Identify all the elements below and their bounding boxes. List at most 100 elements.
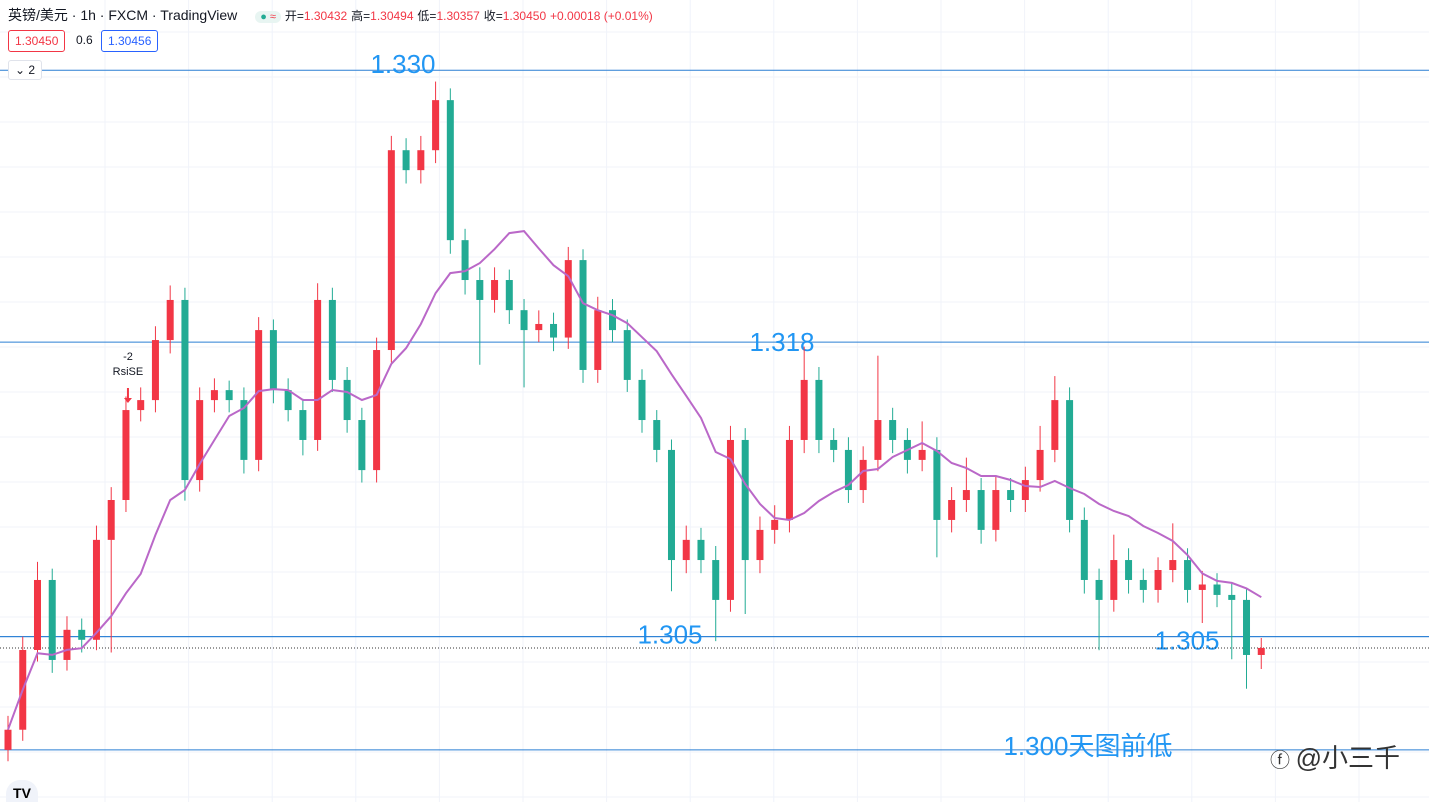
candle-body	[992, 490, 1000, 530]
candle-body	[343, 379, 351, 421]
candle-body	[771, 519, 779, 530]
level-label: 1.305	[1154, 625, 1219, 655]
candle-body	[373, 350, 381, 471]
candle-body	[284, 390, 292, 411]
symbol: 英镑/美元	[8, 7, 68, 23]
candle-body	[1169, 560, 1177, 571]
candle-body	[387, 150, 395, 351]
candle-body	[417, 150, 425, 171]
signal-arrow	[123, 388, 132, 403]
ohlc-value: 1.30432	[303, 9, 348, 23]
candle-body	[756, 529, 764, 561]
candle-body	[977, 490, 985, 530]
candle-body	[948, 500, 956, 520]
candle-body	[461, 240, 469, 281]
sell-price[interactable]: 1.30450	[8, 30, 66, 52]
candle-body	[48, 579, 56, 660]
candle-body	[550, 323, 558, 338]
moving-average	[7, 230, 1262, 731]
watermark: ⓕ @小三千	[1270, 743, 1400, 773]
candle-body	[225, 390, 233, 401]
candle-body	[918, 449, 926, 460]
candle-body	[269, 330, 277, 391]
candle-body	[328, 299, 336, 380]
candle-body	[741, 439, 749, 561]
candle-body	[1080, 519, 1088, 580]
ohlc-label: 低=	[417, 9, 437, 23]
ohlc-value: 1.30494	[370, 9, 414, 23]
candle-body	[255, 330, 263, 460]
candle-body	[726, 439, 734, 600]
candle-body	[432, 100, 440, 151]
candle-body	[1036, 449, 1044, 481]
watermark-text: @小三千	[1295, 743, 1400, 773]
candle-body	[1257, 647, 1265, 655]
ohlc-label: 高=	[351, 9, 371, 23]
candle-body	[299, 410, 307, 440]
candle-body	[933, 449, 941, 520]
level-label: 1.330	[370, 49, 435, 79]
candle-body	[1021, 480, 1029, 501]
candle-body	[859, 459, 867, 491]
candle-body	[446, 100, 454, 241]
candle-body	[402, 150, 410, 171]
candle-body	[122, 410, 130, 501]
ohlc-label: 收=	[483, 9, 503, 23]
candle-body	[1213, 584, 1221, 595]
level-label: 1.300天图前低	[1003, 731, 1172, 761]
candle-body	[653, 420, 661, 450]
candle-body	[476, 280, 484, 300]
candle-body	[667, 449, 675, 561]
level-label: 1.305	[637, 619, 702, 649]
candle-body	[520, 310, 528, 331]
candle-body	[844, 449, 852, 491]
candle-body	[63, 629, 71, 660]
candle-body	[1051, 400, 1059, 450]
candle-body	[505, 280, 513, 311]
signal-name: RsiSE	[113, 366, 144, 378]
candle-body	[151, 340, 159, 401]
candle-body	[830, 439, 838, 450]
ohlc-value: 1.30357	[436, 9, 480, 23]
candle-body	[92, 539, 100, 640]
level-label: 1.318	[749, 327, 814, 357]
candle-body	[785, 439, 793, 520]
candle-body	[166, 299, 174, 341]
candle-body	[314, 299, 322, 440]
legend: 英镑/美元 · 1h · FXCM · TradingView ● ≈ 开=1.…	[8, 7, 653, 23]
ohlc-label: 开=	[284, 9, 304, 23]
candle-body	[874, 420, 882, 460]
candle-body	[1066, 400, 1074, 520]
collapse-count: 2	[28, 63, 36, 77]
candle-body	[1110, 560, 1118, 600]
candle-body	[682, 539, 690, 561]
candle-body	[196, 400, 204, 481]
candle-body	[609, 310, 617, 331]
candle-body	[1198, 584, 1206, 590]
candle-body	[78, 629, 86, 640]
source: FXCM	[108, 7, 149, 23]
candle-body	[1095, 579, 1103, 600]
signal-value: -2	[123, 351, 133, 363]
candle-body	[594, 310, 602, 370]
candle-body	[638, 379, 646, 421]
platform: TradingView	[160, 7, 238, 23]
candle-body	[1007, 490, 1015, 501]
candle-body	[240, 400, 248, 460]
candle-body	[564, 260, 572, 338]
candle-body	[697, 539, 705, 561]
candle-body	[579, 260, 587, 370]
candle-body	[800, 379, 808, 440]
candle-body	[1154, 570, 1162, 590]
candle-body	[1139, 579, 1147, 590]
candle-body	[210, 390, 218, 401]
candle-body	[1125, 560, 1133, 580]
candle-body	[712, 560, 720, 600]
buy-price[interactable]: 1.30456	[101, 30, 159, 52]
candle-body	[962, 490, 970, 501]
collapse-button[interactable]: ⌄ 2	[8, 60, 43, 80]
candle-body	[1243, 599, 1251, 655]
candle-body	[181, 299, 189, 481]
